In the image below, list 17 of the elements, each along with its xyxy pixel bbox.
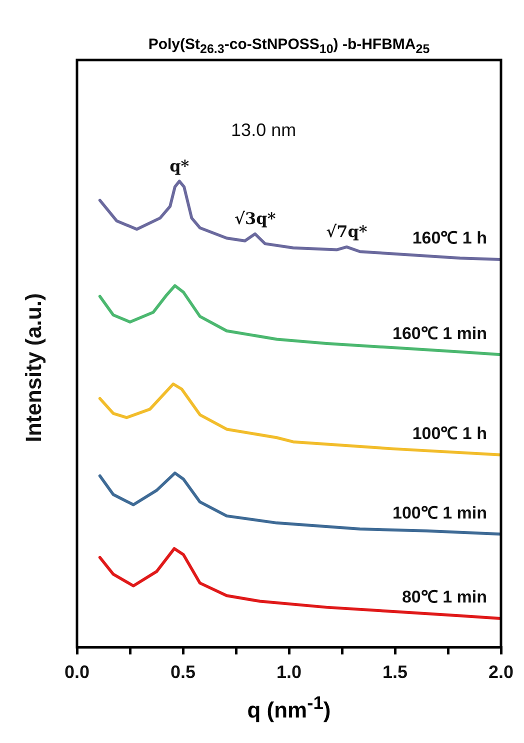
text: 13.0 nm [231,120,296,140]
series-label: 80℃ 1 min [402,588,487,607]
annotation: q* [170,156,190,176]
x-tick-label: 0.5 [170,662,196,682]
annotation: √3q* [234,209,276,228]
x-tick-label: 1.5 [382,662,408,682]
annotation: √7q* [326,222,368,242]
series-label: 160℃ 1 h [412,228,487,248]
series-label: 100℃ 1 h [412,424,487,444]
series-label: 160℃ 1 min [392,324,487,343]
series-label: 100℃ 1 min [392,503,487,522]
chart-title: Poly(St$_{26.3}$-co-StNPOSS$_{10}$) -b-HFBMA$_{25}$ [147,36,431,56]
x-axis-title: q (nm$^{-1}$) [246,692,332,724]
y-axis-title: Intensity (a.u.) [21,293,46,442]
x-tick-label: 0.0 [64,662,90,682]
x-tick-label: 1.0 [276,662,302,682]
x-tick-label: 2.0 [488,662,514,682]
